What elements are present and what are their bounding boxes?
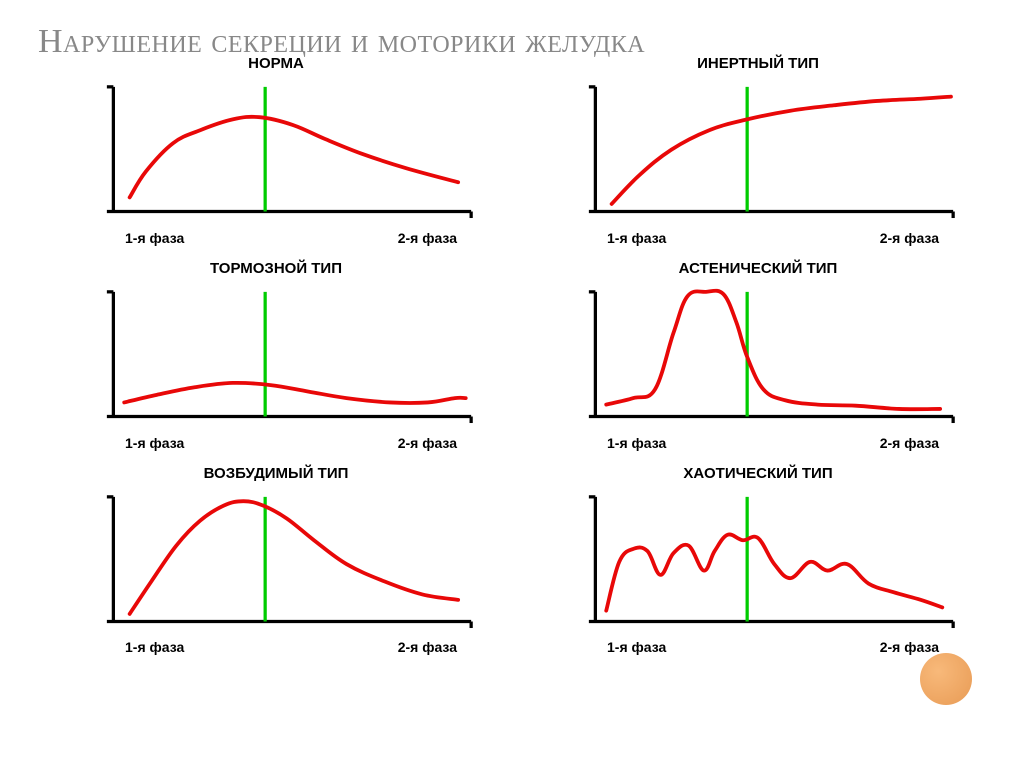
- axis-labels: 1-я фаза 2-я фаза: [552, 433, 964, 451]
- chart-cell: ИНЕРТНЫЙ ТИП 1-я фаза 2-я фаза: [552, 55, 964, 246]
- phase-2-label: 2-я фаза: [880, 435, 939, 451]
- phase-1-label: 1-я фаза: [607, 435, 666, 451]
- chart-plot: [70, 76, 482, 228]
- phase-2-label: 2-я фаза: [880, 230, 939, 246]
- chart-title: ТОРМОЗНОЙ ТИП: [210, 260, 342, 277]
- chart-title: НОРМА: [248, 55, 304, 72]
- chart-plot: [70, 486, 482, 638]
- axis-labels: 1-я фаза 2-я фаза: [70, 637, 482, 655]
- chart-plot: [552, 76, 964, 228]
- chart-cell: АСТЕНИЧЕСКИЙ ТИП 1-я фаза 2-я фаза: [552, 260, 964, 451]
- phase-2-label: 2-я фаза: [398, 639, 457, 655]
- chart-cell: ВОЗБУДИМЫЙ ТИП 1-я фаза 2-я фаза: [70, 465, 482, 656]
- chart-plot: [552, 486, 964, 638]
- phase-1-label: 1-я фаза: [607, 639, 666, 655]
- phase-1-label: 1-я фаза: [125, 230, 184, 246]
- chart-cell: ТОРМОЗНОЙ ТИП 1-я фаза 2-я фаза: [70, 260, 482, 451]
- phase-2-label: 2-я фаза: [398, 435, 457, 451]
- phase-2-label: 2-я фаза: [398, 230, 457, 246]
- chart-plot: [552, 281, 964, 433]
- phase-1-label: 1-я фаза: [125, 435, 184, 451]
- phase-2-label: 2-я фаза: [880, 639, 939, 655]
- chart-title: ХАОТИЧЕСКИЙ ТИП: [683, 465, 832, 482]
- chart-title: ИНЕРТНЫЙ ТИП: [697, 55, 819, 72]
- phase-1-label: 1-я фаза: [125, 639, 184, 655]
- chart-plot: [70, 281, 482, 433]
- chart-title: ВОЗБУДИМЫЙ ТИП: [204, 465, 349, 482]
- axis-labels: 1-я фаза 2-я фаза: [70, 433, 482, 451]
- axis-labels: 1-я фаза 2-я фаза: [552, 228, 964, 246]
- page-title: Нарушение секреции и моторики желудка: [0, 0, 1024, 61]
- chart-title: АСТЕНИЧЕСКИЙ ТИП: [679, 260, 838, 277]
- axis-labels: 1-я фаза 2-я фаза: [552, 637, 964, 655]
- phase-1-label: 1-я фаза: [607, 230, 666, 246]
- axis-labels: 1-я фаза 2-я фаза: [70, 228, 482, 246]
- chart-grid: НОРМА 1-я фаза2-я фазаИНЕРТНЫЙ ТИП 1-я ф…: [0, 55, 1024, 655]
- decorative-circle: [920, 653, 972, 705]
- chart-cell: НОРМА 1-я фаза 2-я фаза: [70, 55, 482, 246]
- chart-cell: ХАОТИЧЕСКИЙ ТИП 1-я фаза 2-я фаза: [552, 465, 964, 656]
